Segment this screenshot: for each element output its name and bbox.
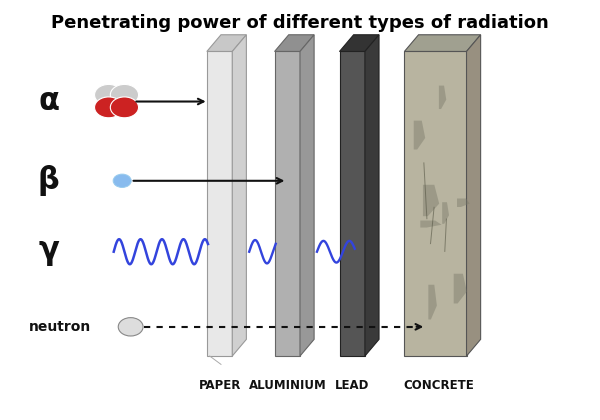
Polygon shape (340, 52, 365, 356)
Polygon shape (421, 220, 442, 228)
Polygon shape (207, 35, 247, 52)
Polygon shape (365, 35, 379, 356)
Polygon shape (232, 35, 247, 356)
Polygon shape (428, 285, 437, 320)
Polygon shape (414, 121, 425, 150)
Polygon shape (404, 35, 481, 52)
Circle shape (95, 97, 123, 118)
Text: Penetrating power of different types of radiation: Penetrating power of different types of … (51, 14, 549, 32)
Polygon shape (467, 35, 481, 356)
Circle shape (95, 84, 123, 105)
Polygon shape (454, 274, 467, 304)
Text: neutron: neutron (29, 320, 91, 334)
Circle shape (118, 318, 143, 336)
Polygon shape (404, 52, 467, 356)
Polygon shape (442, 202, 449, 224)
Text: γ: γ (38, 237, 59, 266)
Polygon shape (423, 185, 439, 216)
Text: ALUMINIUM: ALUMINIUM (249, 379, 326, 392)
Circle shape (110, 84, 139, 105)
Polygon shape (340, 35, 379, 52)
Text: CONCRETE: CONCRETE (403, 379, 473, 392)
Text: α: α (38, 87, 59, 116)
Polygon shape (275, 52, 300, 356)
Polygon shape (457, 199, 470, 207)
Polygon shape (275, 35, 314, 52)
Text: β: β (38, 165, 59, 196)
Text: LEAD: LEAD (335, 379, 370, 392)
Polygon shape (207, 52, 232, 356)
Text: PAPER: PAPER (199, 379, 241, 392)
Circle shape (110, 97, 139, 118)
Polygon shape (300, 35, 314, 356)
Circle shape (113, 174, 131, 187)
Polygon shape (439, 86, 446, 109)
